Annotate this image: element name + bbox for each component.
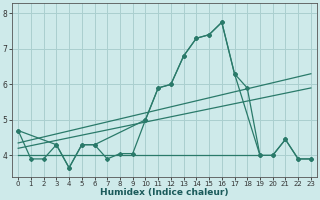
X-axis label: Humidex (Indice chaleur): Humidex (Indice chaleur) bbox=[100, 188, 229, 197]
